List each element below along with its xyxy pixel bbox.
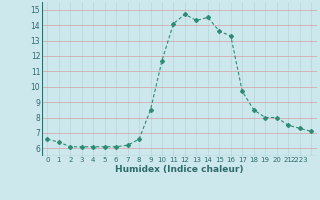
X-axis label: Humidex (Indice chaleur): Humidex (Indice chaleur) xyxy=(115,165,244,174)
